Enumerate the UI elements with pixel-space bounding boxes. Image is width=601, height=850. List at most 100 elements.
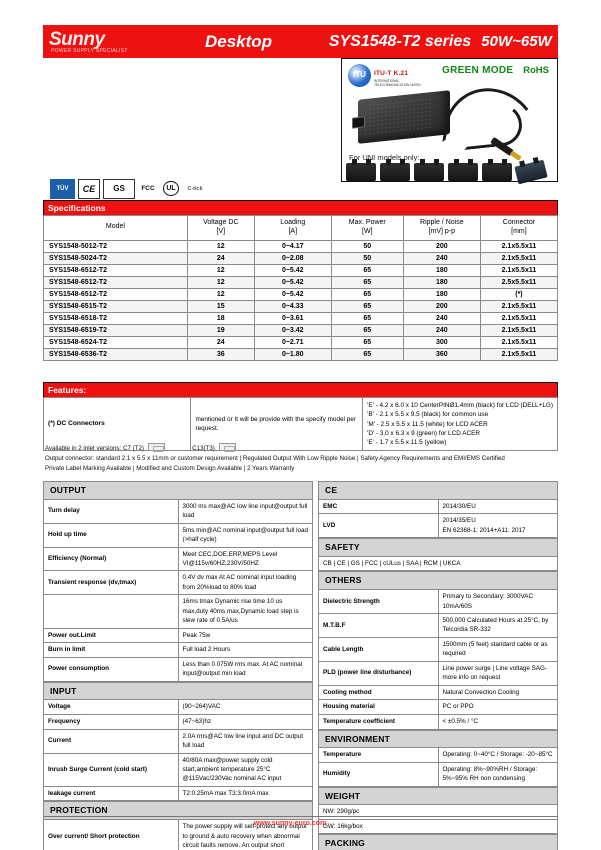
table-row: SYS1548-5024-T2 24 0~2.08 50 240 2.1x5.5x11 [43, 251, 559, 265]
cell-ripple: 240 [402, 323, 481, 337]
spec-row: Efficiency (Normal) Meet CEC,DOE,ERP,MEPS… [43, 546, 313, 572]
protection-body: Over current/ Short protection The power … [43, 819, 313, 850]
table-header-row: Model Voltage DC [V] Loading [A] Max. Po… [43, 215, 559, 241]
col-ripple-unit: [mV] p-p [428, 227, 456, 235]
features-table: (*) DC Connectors mentioned or It will b… [42, 396, 558, 452]
others-key: PLD (power line disturbance) [318, 660, 439, 686]
others-key: Dielectric Strength [318, 589, 439, 615]
cell-power: 50 [330, 251, 404, 265]
cell-loading: 0~5.42 [253, 275, 332, 289]
cell-ripple: 360 [402, 347, 481, 361]
table-row: SYS1548-6518-T2 18 0~3.61 65 240 2.1x5.5x11 [43, 311, 559, 325]
logo-wordmark: Sunny [49, 29, 105, 50]
cell-connector: (*) [479, 287, 559, 301]
itu-globe-icon [348, 63, 371, 87]
cell-ripple: 180 [402, 287, 481, 301]
specifications-section: Specifications Model Voltage DC [V] Load… [43, 200, 559, 361]
product-photo-panel: ITU-T K.21 INTERNATIONAL TELECOMMUNICATI… [341, 58, 558, 185]
weight-row: GW: 16kg/box [318, 818, 558, 835]
cell-connector: 2.1x5.5x11 [479, 299, 559, 313]
features-title: Features: [43, 382, 558, 397]
cell-ripple: 300 [402, 335, 481, 349]
output-key: Transient response (dv,tmax) [43, 570, 179, 596]
header-power-range: 50W~65W [481, 33, 552, 50]
ce-header-row: CE [318, 481, 558, 500]
cell-loading: 0~1.80 [253, 347, 332, 361]
cell-loading: 0~4.17 [253, 239, 332, 253]
cell-voltage: 15 [186, 299, 255, 313]
output-value: Full load 2 Hours [177, 642, 313, 658]
inlet-c7-label: C7 (T2) [122, 445, 144, 452]
table-row: SYS1548-6515-T2 15 0~4.33 65 200 2.1x5.5x11 [43, 299, 559, 313]
table-row: SYS1548-6512-T2 12 0~5.42 65 180 (*) [43, 287, 559, 301]
input-key: Voltage [43, 699, 179, 716]
col-connector-name: Connector [502, 219, 536, 226]
output-value: 0.4V dv max At AC nominal input loading … [177, 570, 313, 596]
others-value: Natural Convection Cooling [437, 684, 558, 701]
cell-power: 50 [330, 239, 404, 253]
col-connector: Connector [mm] [479, 215, 559, 241]
environment-body: Temperature Operating: 0~40°C / Storage: … [318, 747, 558, 787]
tip-icon [346, 159, 376, 181]
cell-connector: 2.1x5.5x11 [479, 239, 559, 253]
output-key [43, 594, 179, 629]
input-key: Current [43, 728, 179, 754]
cell-model: SYS1548-6536-T2 [43, 347, 188, 361]
spec-row: Cooling method Natural Convection Cooling [318, 684, 558, 701]
cell-loading: 0~5.42 [253, 263, 332, 277]
cell-power: 65 [330, 335, 404, 349]
connector-option: 'B' - 2.1 x 5.5 x 9.5 (black) for common… [367, 411, 489, 419]
cell-model: SYS1548-6512-T2 [43, 263, 188, 277]
cell-model: SYS1548-6515-T2 [43, 299, 188, 313]
output-key: Power out.Limit [43, 627, 179, 644]
spec-row: M.T.B.F 500,000 Calculated Hours at 25°C,… [318, 613, 558, 638]
cell-connector: 2.1x5.5x11 [479, 263, 559, 277]
inlet-versions-note: Available in 2 inlet versions: C7 (T2) C… [45, 443, 558, 454]
itu-k21-label: ITU-T K.21 [374, 70, 409, 78]
output-body: Turn delay 3000 ms max@AC low line input@… [43, 498, 313, 682]
connector-option: 'D' - 3.0 x 6.3 x 9 (green) for LCD ACER [367, 429, 481, 437]
output-value: Meet CEC,DOE,ERP,MEPS Level VI@115v/60HZ… [177, 546, 313, 572]
fcc-logo-icon: FCC [138, 178, 158, 199]
weight-row: NW: 290g/pc [318, 804, 558, 820]
safety-title: SAFETY [318, 538, 558, 557]
table-row: SYS1548-6512-T2 12 0~5.42 65 180 2.1x5.5x11 [43, 263, 559, 277]
output-value: Peak 75w [177, 627, 313, 644]
ctick-logo-icon: C-tick [184, 178, 206, 199]
spec-row: Frequency (47~63)hz [43, 714, 313, 730]
environment-title: ENVIRONMENT [318, 729, 558, 749]
others-body: Dielectric Strength Primary to Secondary:… [318, 589, 558, 730]
cell-ripple: 180 [402, 275, 481, 289]
output-title: OUTPUT [43, 481, 313, 500]
cell-power: 65 [330, 347, 404, 361]
notes-line-3: Private Label Marking Available | Modifi… [45, 465, 295, 473]
input-key: leakage current [43, 785, 179, 802]
others-key: Cooling method [318, 684, 439, 701]
spec-row: Cable Length 1500mm (5 feet) standard cab… [318, 636, 558, 662]
others-header-row: OTHERS [318, 571, 558, 591]
spec-row: Turn delay 3000 ms max@AC low line input@… [43, 498, 313, 524]
col-model-name: Model [105, 223, 125, 231]
input-key: Inrush Surge Current (cold start) [43, 752, 179, 787]
features-section: Features: (*) DC Connectors mentioned or… [42, 382, 558, 452]
table-row: SYS1548-6512-T2 12 0~5.42 65 180 2.5x5.5x11 [43, 275, 559, 289]
environment-header-row: ENVIRONMENT [318, 729, 558, 749]
cell-loading: 0~2.08 [253, 251, 332, 265]
cell-voltage: 18 [186, 311, 255, 325]
environment-value: Operating: 8%~90%RH / Storage: 5%~95% RH… [437, 761, 558, 787]
cell-model: SYS1548-5012-T2 [43, 239, 188, 253]
others-key: Cable Length [318, 636, 439, 662]
input-header-row: INPUT [43, 681, 313, 701]
others-table: OTHERS Dielectric Strength Primary to Sec… [318, 571, 558, 730]
spec-row: Temperature coefficient < ±0.5% / °C [318, 713, 558, 730]
cell-model: SYS1548-6519-T2 [43, 323, 188, 337]
input-body: Voltage (90~264)VAC Frequency (47~63)hz Curr… [43, 699, 313, 802]
interchangeable-tips-image [346, 159, 548, 185]
environment-table: ENVIRONMENT Temperature Operating: 0~40°C… [318, 729, 558, 787]
output-value: 3000 ms max@AC low line input@output ful… [177, 498, 313, 524]
ce-value: 2014/35/EU EN 62368-1: 2014+A11: 2017 [437, 513, 558, 539]
cell-voltage: 12 [186, 263, 255, 277]
spec-row: LVD 2014/35/EU EN 62368-1: 2014+A11: 2017 [318, 513, 558, 539]
spec-row: Power out.Limit Peak 75w [43, 627, 313, 644]
cell-voltage: 24 [186, 251, 255, 265]
